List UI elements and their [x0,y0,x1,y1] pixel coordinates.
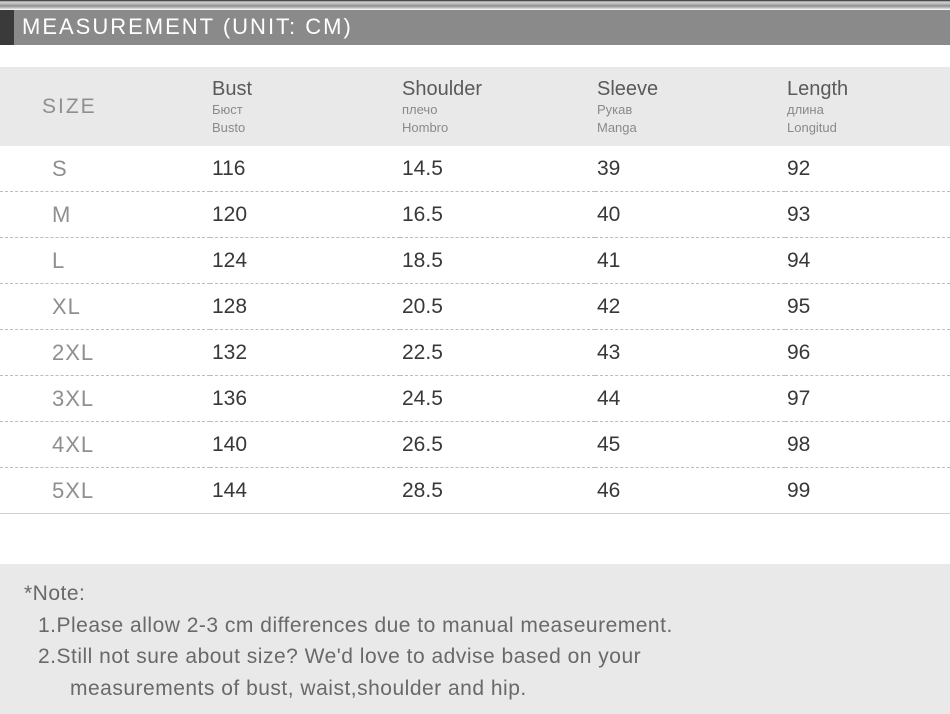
table-row: M 120 16.5 40 93 [0,192,950,238]
cell-bust: 140 [210,422,400,468]
cell-sleeve: 40 [595,192,785,238]
cell-sleeve: 41 [595,238,785,284]
note-line-2: 2.Still not sure about size? We'd love t… [24,641,934,673]
cell-bust: 144 [210,468,400,514]
measurement-document: MEASUREMENT (UNIT: CM) SIZE Bust Бюст Bu… [0,0,950,714]
cell-length: 98 [785,422,950,468]
col-header-length-sub2: Longitud [785,119,950,137]
col-header-shoulder-sub1: плечо [400,101,595,119]
note-line-1: 1.Please allow 2-3 cm differences due to… [24,610,934,642]
cell-shoulder: 22.5 [400,330,595,376]
table-row: 5XL 144 28.5 46 99 [0,468,950,514]
cell-length: 97 [785,376,950,422]
cell-sleeve: 39 [595,146,785,192]
col-header-length-main: Length [785,77,950,101]
col-header-length-sub1: длина [785,101,950,119]
col-header-sleeve-sub1: Рукав [595,101,785,119]
col-header-sleeve-sub2: Manga [595,119,785,137]
page-title: MEASUREMENT (UNIT: CM) [14,10,950,45]
cell-shoulder: 14.5 [400,146,595,192]
cell-size: M [0,192,210,238]
table-body: S 116 14.5 39 92 M 120 16.5 40 93 L 124 … [0,146,950,514]
cell-size: S [0,146,210,192]
col-header-shoulder: Shoulder плечо Hombro [400,67,595,146]
table-row: 3XL 136 24.5 44 97 [0,376,950,422]
table-header-row: SIZE Bust Бюст Busto Shoulder плечо Homb… [0,67,950,146]
cell-size: 4XL [0,422,210,468]
cell-sleeve: 44 [595,376,785,422]
cell-sleeve: 46 [595,468,785,514]
cell-sleeve: 43 [595,330,785,376]
cell-shoulder: 24.5 [400,376,595,422]
top-decor-bar [0,0,950,10]
note-title: *Note: [24,578,934,610]
cell-length: 96 [785,330,950,376]
table-row: 4XL 140 26.5 45 98 [0,422,950,468]
cell-shoulder: 18.5 [400,238,595,284]
col-header-shoulder-sub2: Hombro [400,119,595,137]
col-header-bust-sub2: Busto [210,119,400,137]
cell-size: L [0,238,210,284]
note-block: *Note: 1.Please allow 2-3 cm differences… [0,564,950,714]
cell-bust: 128 [210,284,400,330]
cell-length: 94 [785,238,950,284]
cell-shoulder: 28.5 [400,468,595,514]
cell-length: 93 [785,192,950,238]
col-header-bust-sub1: Бюст [210,101,400,119]
col-header-bust-main: Bust [210,77,400,101]
col-header-shoulder-main: Shoulder [400,77,595,101]
cell-length: 92 [785,146,950,192]
cell-size: 2XL [0,330,210,376]
cell-size: 3XL [0,376,210,422]
cell-size: 5XL [0,468,210,514]
cell-shoulder: 16.5 [400,192,595,238]
size-table: SIZE Bust Бюст Busto Shoulder плечо Homb… [0,67,950,514]
col-header-sleeve-main: Sleeve [595,77,785,101]
cell-length: 95 [785,284,950,330]
cell-sleeve: 42 [595,284,785,330]
table-row: L 124 18.5 41 94 [0,238,950,284]
cell-sleeve: 45 [595,422,785,468]
col-header-sleeve: Sleeve Рукав Manga [595,67,785,146]
table-row: 2XL 132 22.5 43 96 [0,330,950,376]
cell-bust: 136 [210,376,400,422]
cell-bust: 116 [210,146,400,192]
cell-bust: 124 [210,238,400,284]
cell-shoulder: 20.5 [400,284,595,330]
col-header-length: Length длина Longitud [785,67,950,146]
table-row: S 116 14.5 39 92 [0,146,950,192]
cell-shoulder: 26.5 [400,422,595,468]
note-line-2-cont: measurements of bust, waist,shoulder and… [24,673,934,705]
col-header-size: SIZE [0,67,210,146]
cell-bust: 132 [210,330,400,376]
title-accent [0,10,14,45]
cell-length: 99 [785,468,950,514]
cell-size: XL [0,284,210,330]
col-header-bust: Bust Бюст Busto [210,67,400,146]
cell-bust: 120 [210,192,400,238]
table-row: XL 128 20.5 42 95 [0,284,950,330]
title-bar: MEASUREMENT (UNIT: CM) [0,10,950,45]
